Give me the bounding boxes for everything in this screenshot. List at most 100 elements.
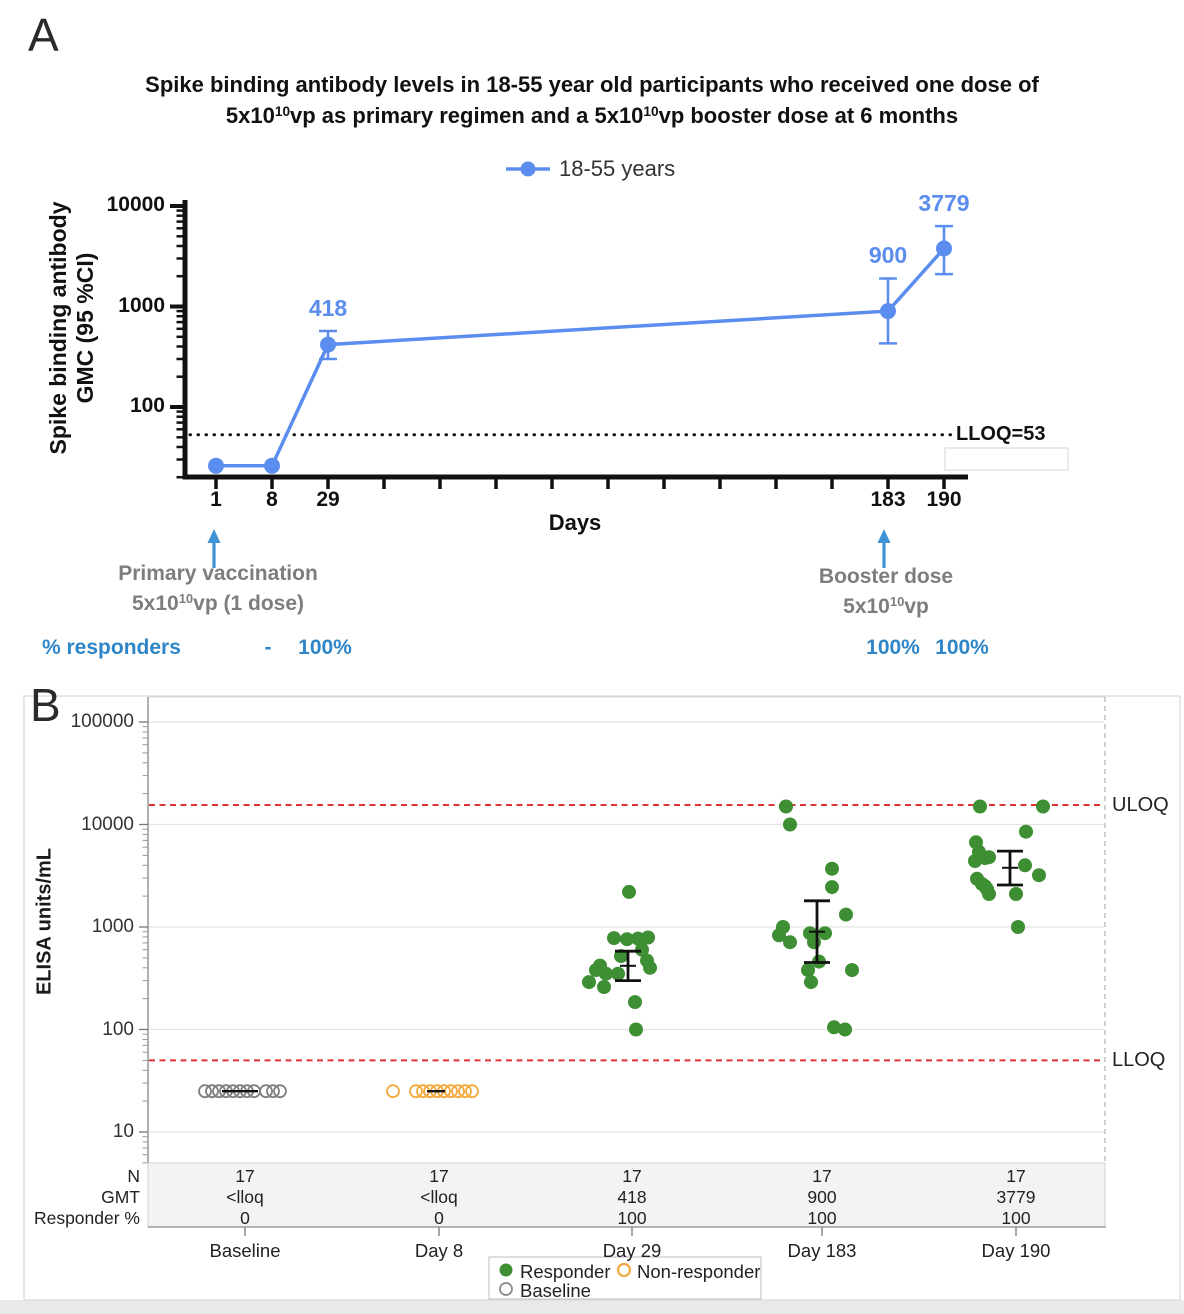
responder-point	[827, 1020, 841, 1035]
responder-point	[1011, 920, 1025, 934]
table-row-label: Responder %	[33, 1208, 140, 1228]
panel-a-lloq-label: LLOQ=53	[956, 423, 1046, 445]
legend-non-responder-marker	[616, 1262, 632, 1278]
responder-point	[779, 799, 793, 814]
table-cell: 17	[1006, 1166, 1026, 1186]
responder-point	[629, 1022, 643, 1037]
dose-sup: 10	[178, 590, 194, 606]
gmc-point	[320, 336, 336, 353]
non_responder-point	[386, 1084, 400, 1099]
gmc-point	[264, 457, 280, 474]
responder-point	[1009, 887, 1023, 901]
x-tick-label: 183	[870, 488, 906, 511]
non_responder-point	[451, 1084, 465, 1099]
table-cell: 0	[240, 1208, 250, 1228]
non_responder-point	[458, 1084, 472, 1099]
table-cell: <lloq	[226, 1187, 264, 1207]
y-tick-label: 10000	[106, 193, 165, 216]
table-cell: 418	[617, 1187, 647, 1207]
responder-point	[599, 966, 613, 981]
responder-point	[597, 980, 611, 994]
x-tick-label: 29	[316, 488, 340, 511]
legend-non-responder-label: Non-responder	[637, 1261, 761, 1282]
responder-point	[783, 935, 797, 950]
dose-seg: 5x10	[131, 592, 179, 615]
uloq-label: ULOQ	[1112, 794, 1169, 816]
responders-value: 100%	[935, 636, 989, 659]
panel-a-title-line2: 5x1010vp as primary regimen and a 5x1010…	[226, 103, 958, 129]
responder-point	[1018, 858, 1032, 873]
panel-a-letter: A	[28, 9, 59, 61]
panel-b-letter: B	[30, 679, 61, 731]
table-row-label: N	[127, 1166, 140, 1186]
panel-b-frame	[23, 695, 1181, 1301]
responder-point	[839, 907, 853, 922]
responder-point	[620, 932, 634, 947]
responder-point	[968, 854, 982, 868]
title-seg: vp as primary regimen and a 5x10	[290, 103, 644, 128]
responder-point	[804, 975, 818, 990]
responder-point	[635, 942, 649, 957]
b-y-tick-label: 100000	[70, 711, 134, 732]
gmc-value-label: 418	[308, 295, 348, 321]
b-category-label: Day 8	[414, 1240, 464, 1261]
dose-seg: vp (1 dose)	[193, 592, 305, 615]
b-category-label: Day 29	[602, 1240, 662, 1261]
panel-a-plot	[170, 161, 1069, 568]
responder-point	[1032, 868, 1046, 883]
table-cell: 3779	[996, 1187, 1036, 1207]
stats-band	[147, 1162, 1106, 1228]
x-tick-label: 1	[210, 488, 222, 511]
responder-point	[628, 995, 642, 1010]
panel-a-title-line1: Spike binding antibody levels in 18-55 y…	[145, 72, 1039, 97]
primary-vaccination-label: Primary vaccination	[118, 562, 318, 585]
title-seg: vp booster dose at 6 months	[658, 103, 959, 128]
legend-baseline-label: Baseline	[520, 1280, 591, 1301]
responder-point	[607, 931, 621, 946]
responder-point	[611, 966, 625, 981]
gmc-value-label: 900	[868, 242, 908, 268]
title-sup: 10	[274, 103, 291, 119]
gmc-point	[936, 240, 952, 257]
table-cell: 17	[812, 1166, 832, 1186]
table-cell: 100	[617, 1208, 647, 1228]
non_responder-point	[465, 1084, 479, 1099]
table-cell: 900	[807, 1187, 837, 1207]
plot-area	[148, 697, 1105, 1163]
table-cell: 17	[235, 1166, 255, 1186]
responders-value: 100%	[866, 636, 920, 659]
gmc-series-line	[216, 247, 946, 468]
responder-point	[582, 975, 596, 990]
legend-responder-label: Responder	[520, 1261, 611, 1282]
legend-a-marker	[520, 161, 536, 177]
b-category-label: Day 190	[981, 1240, 1051, 1261]
baseline-point	[259, 1084, 273, 1099]
gmc-point	[208, 457, 224, 474]
table-cell: 17	[622, 1166, 642, 1186]
dose-seg: vp	[904, 595, 929, 618]
responder-point	[631, 931, 645, 946]
table-cell: 100	[1001, 1208, 1031, 1228]
responder-point	[1019, 824, 1033, 839]
responder-point	[807, 935, 821, 950]
panel-a-legend-label: 18-55 years	[559, 156, 676, 181]
gmc-point	[880, 303, 896, 320]
y-tick-label: 100	[129, 394, 165, 417]
dose-seg: 5x10	[843, 595, 890, 618]
responder-point	[818, 926, 832, 941]
b-category-label: Day 183	[787, 1240, 857, 1261]
responder-point	[838, 1022, 852, 1037]
responder-point	[622, 884, 636, 899]
b-y-tick-label: 10000	[81, 814, 134, 835]
non_responder-point	[409, 1084, 423, 1099]
b-y-tick-label: 100	[102, 1019, 134, 1040]
responder-point	[1036, 799, 1050, 814]
title-seg: 5x10	[225, 103, 275, 128]
responder-point	[982, 887, 996, 901]
title-sup: 10	[643, 103, 659, 119]
responders-row-label: % responders	[42, 636, 181, 659]
responder-point	[825, 880, 839, 895]
baseline-point	[266, 1084, 280, 1099]
booster-dose-label: Booster dose	[818, 565, 954, 588]
